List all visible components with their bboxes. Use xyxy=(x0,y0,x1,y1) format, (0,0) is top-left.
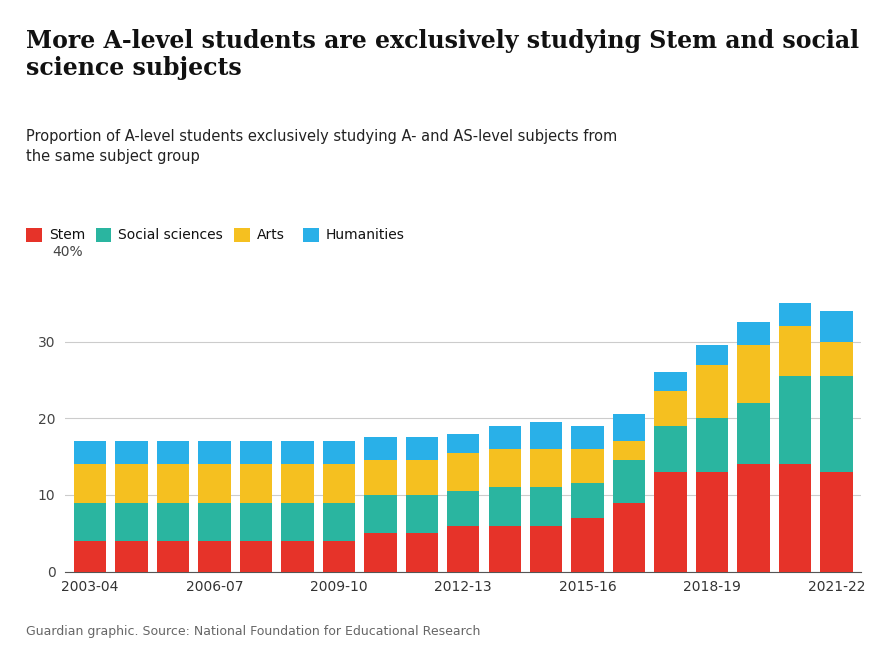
Bar xyxy=(488,526,521,572)
Text: 40%: 40% xyxy=(53,245,83,258)
Bar xyxy=(571,449,603,483)
Bar xyxy=(778,376,810,464)
Text: Arts: Arts xyxy=(256,228,284,242)
Bar xyxy=(281,464,313,503)
Bar xyxy=(571,518,603,572)
Bar xyxy=(529,487,561,526)
Bar xyxy=(364,495,396,534)
Bar xyxy=(74,441,106,464)
Bar xyxy=(74,541,106,572)
Bar xyxy=(240,464,272,503)
Bar xyxy=(778,464,810,572)
Bar xyxy=(695,364,727,419)
Bar xyxy=(240,503,272,541)
Bar xyxy=(571,483,603,518)
Bar xyxy=(364,461,396,495)
Bar xyxy=(613,503,645,572)
Bar xyxy=(281,541,313,572)
Bar xyxy=(405,534,437,572)
Bar xyxy=(778,303,810,326)
Bar xyxy=(281,441,313,464)
Text: Stem: Stem xyxy=(49,228,85,242)
Bar xyxy=(116,541,148,572)
Bar xyxy=(819,472,852,572)
Bar xyxy=(819,311,852,342)
Bar xyxy=(116,464,148,503)
Bar xyxy=(322,464,355,503)
Bar xyxy=(322,503,355,541)
Bar xyxy=(447,453,479,491)
Bar xyxy=(322,441,355,464)
Bar xyxy=(156,464,189,503)
Bar xyxy=(571,426,603,449)
Bar xyxy=(198,503,230,541)
Bar xyxy=(364,534,396,572)
Bar xyxy=(653,472,686,572)
Bar xyxy=(156,541,189,572)
Bar xyxy=(405,437,437,461)
Bar xyxy=(488,487,521,526)
Bar xyxy=(819,376,852,472)
Bar xyxy=(613,461,645,503)
Bar xyxy=(405,461,437,495)
Bar xyxy=(240,441,272,464)
Bar xyxy=(156,441,189,464)
Text: More A-level students are exclusively studying Stem and social
science subjects: More A-level students are exclusively st… xyxy=(26,29,859,80)
Text: Social sciences: Social sciences xyxy=(118,228,222,242)
Bar xyxy=(198,464,230,503)
Bar xyxy=(447,491,479,526)
Bar xyxy=(447,433,479,453)
Bar xyxy=(488,449,521,487)
Text: Guardian graphic. Source: National Foundation for Educational Research: Guardian graphic. Source: National Found… xyxy=(26,625,480,638)
Bar xyxy=(198,541,230,572)
Bar xyxy=(364,437,396,461)
Text: Proportion of A-level students exclusively studying A- and AS-level subjects fro: Proportion of A-level students exclusive… xyxy=(26,129,617,164)
Bar xyxy=(198,441,230,464)
Bar xyxy=(488,426,521,449)
Bar xyxy=(613,441,645,461)
Bar xyxy=(240,541,272,572)
Bar xyxy=(405,495,437,534)
Bar xyxy=(737,322,769,346)
Bar xyxy=(447,526,479,572)
Bar xyxy=(116,503,148,541)
Bar xyxy=(529,449,561,487)
Bar xyxy=(819,342,852,376)
Bar xyxy=(695,419,727,472)
Bar xyxy=(653,372,686,391)
Bar xyxy=(737,403,769,464)
Bar xyxy=(74,464,106,503)
Bar xyxy=(74,503,106,541)
Bar xyxy=(322,541,355,572)
Bar xyxy=(695,346,727,364)
Bar xyxy=(653,426,686,472)
Text: Humanities: Humanities xyxy=(326,228,404,242)
Bar xyxy=(156,503,189,541)
Bar xyxy=(778,326,810,376)
Bar xyxy=(695,472,727,572)
Bar xyxy=(281,503,313,541)
Bar xyxy=(737,346,769,403)
Bar xyxy=(613,415,645,441)
Bar xyxy=(653,391,686,426)
Bar xyxy=(116,441,148,464)
Bar xyxy=(737,464,769,572)
Bar xyxy=(529,422,561,449)
Bar xyxy=(529,526,561,572)
